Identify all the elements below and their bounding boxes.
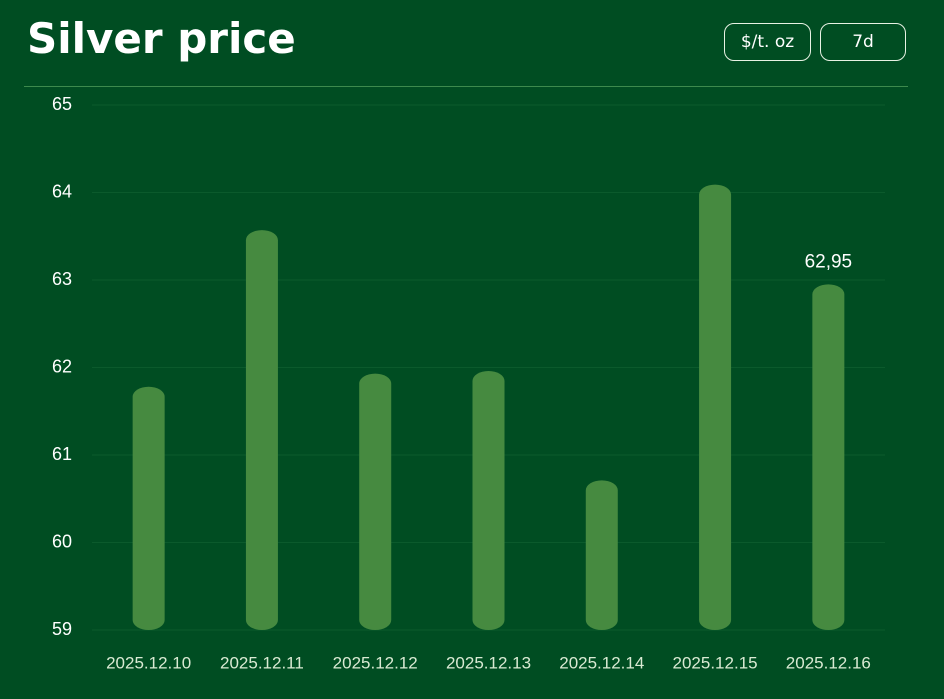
divider (24, 86, 908, 87)
period-button[interactable]: 7d (820, 23, 906, 61)
y-tick-label: 65 (52, 94, 72, 114)
page-title: Silver price (27, 14, 296, 63)
x-tick-label: 2025.12.13 (446, 653, 531, 672)
y-tick-label: 61 (52, 444, 72, 464)
x-tick-label: 2025.12.14 (559, 653, 644, 672)
bar (699, 184, 732, 630)
x-tick-label: 2025.12.16 (786, 653, 871, 672)
y-tick-label: 59 (52, 619, 72, 639)
unit-button[interactable]: $/t. oz (724, 23, 811, 61)
bar (585, 480, 618, 630)
bar (472, 371, 505, 630)
y-tick-label: 63 (52, 269, 72, 289)
x-tick-label: 2025.12.10 (106, 653, 191, 672)
y-tick-label: 60 (52, 531, 72, 551)
x-tick-label: 2025.12.12 (333, 653, 418, 672)
data-label: 62,95 (805, 251, 853, 272)
y-tick-label: 64 (52, 181, 72, 201)
y-tick-label: 62 (52, 356, 72, 376)
bar (245, 230, 278, 630)
bar (132, 386, 165, 630)
bar (812, 284, 845, 630)
x-tick-label: 2025.12.11 (220, 653, 304, 672)
bar (359, 373, 392, 630)
x-tick-label: 2025.12.15 (673, 653, 758, 672)
